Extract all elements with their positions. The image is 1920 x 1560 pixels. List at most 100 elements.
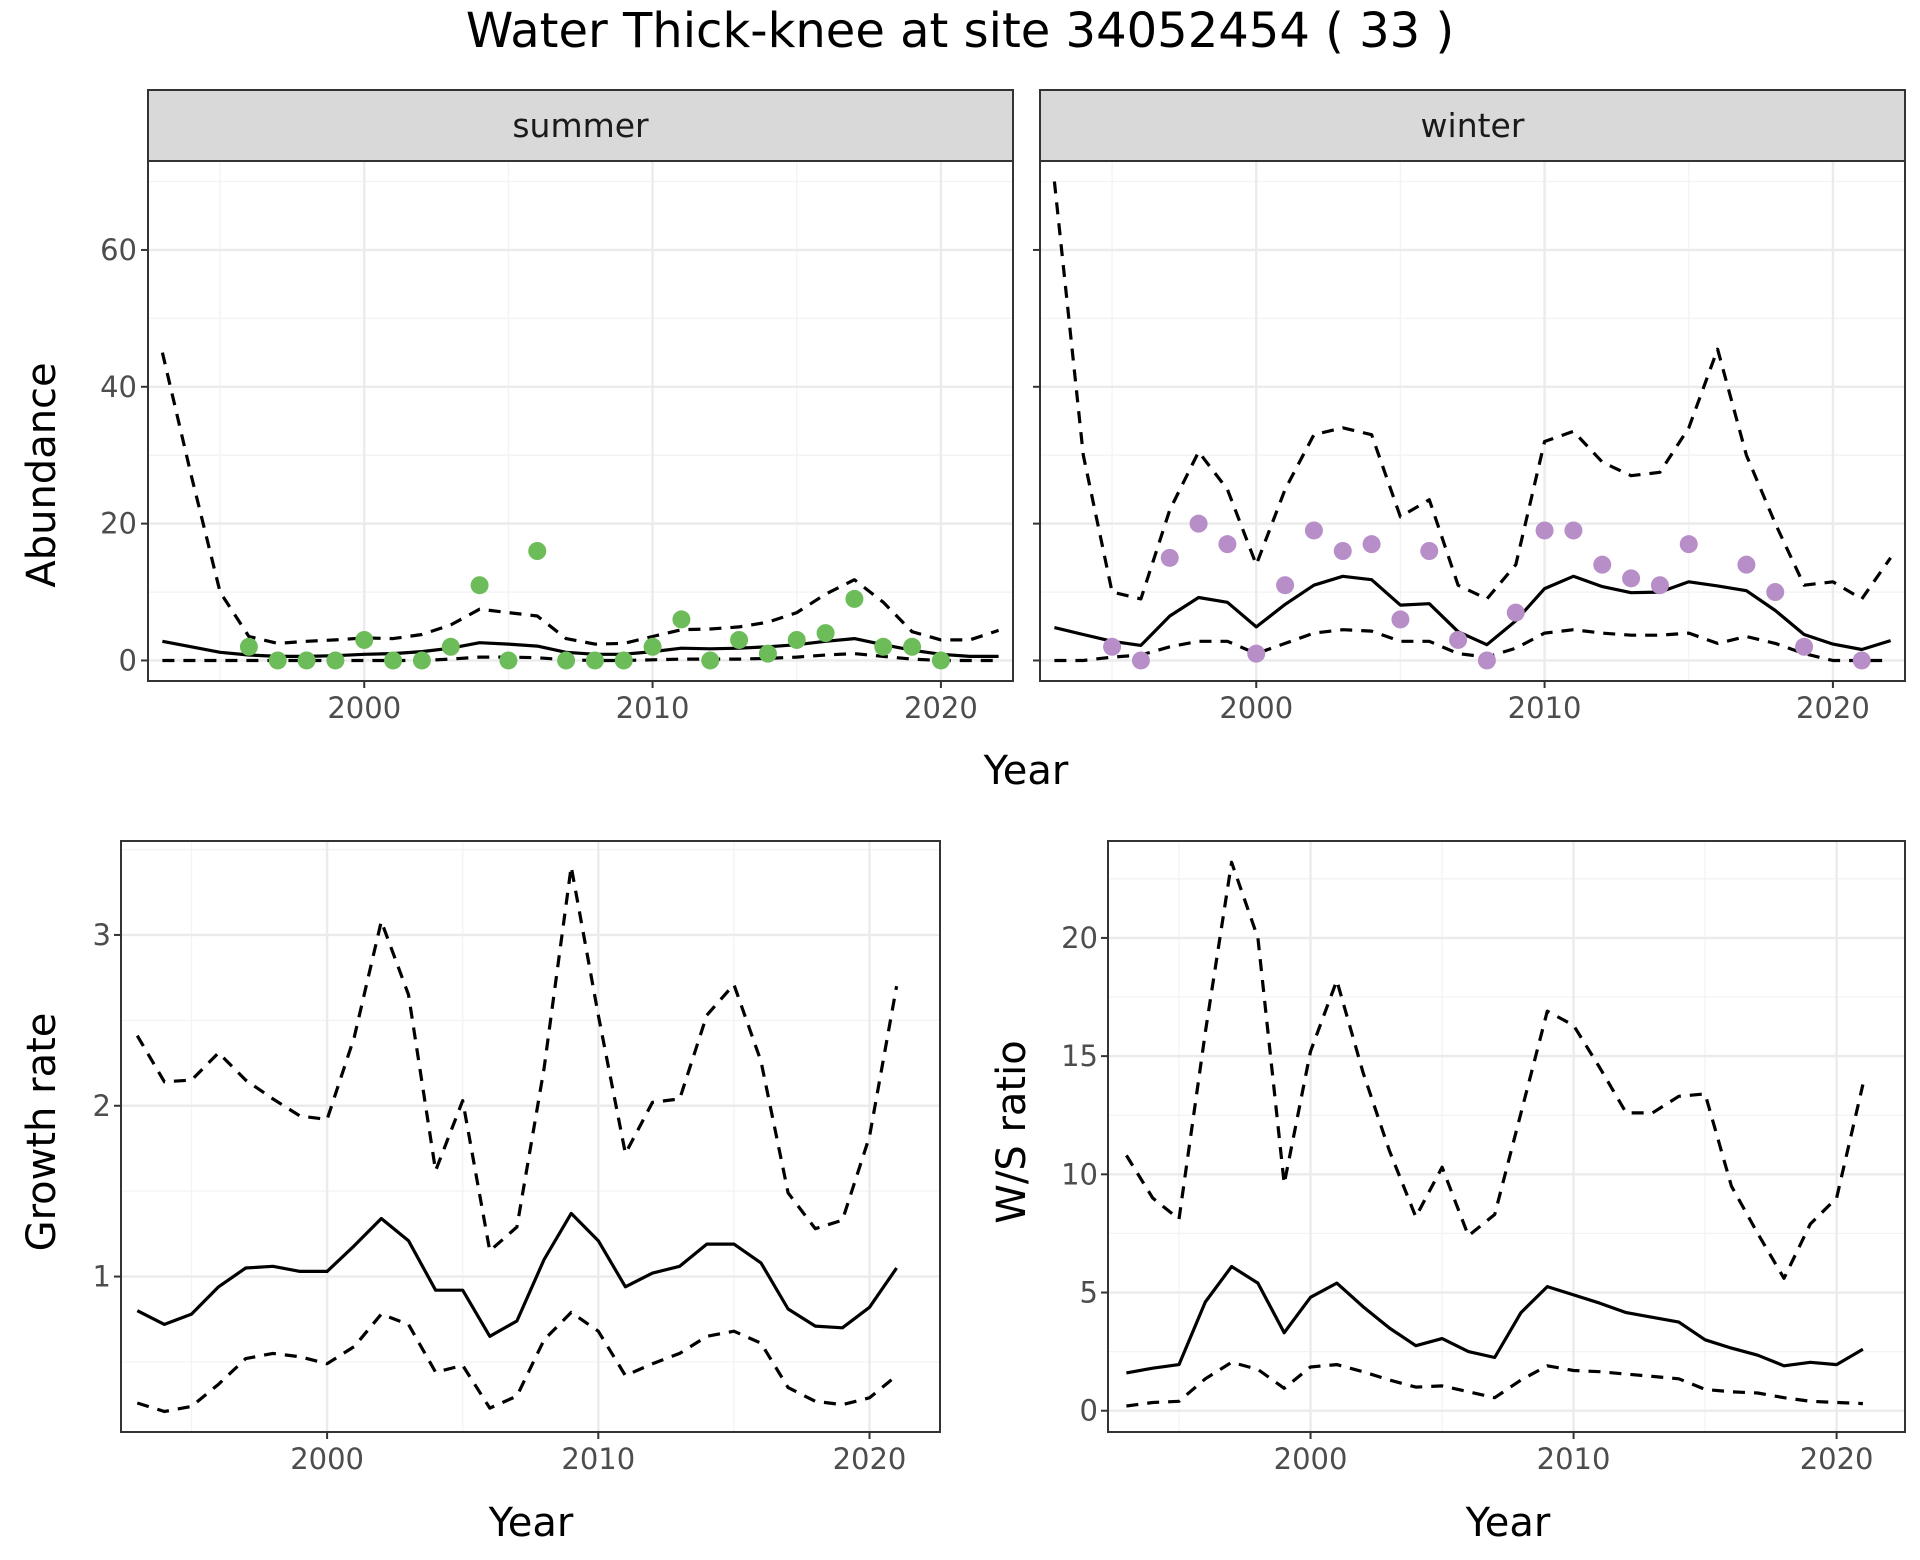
x-tick-label: 2010 [1537,1442,1611,1476]
observed-point [874,637,893,656]
observed-point [1103,637,1122,656]
strip-summer [147,89,1014,162]
estimate-line [1054,574,1892,652]
x-tick-label: 2000 [327,691,401,725]
x-tick-label: 2000 [1219,691,1293,725]
observed-point [585,651,604,670]
observed-point [499,651,518,670]
y-tick-label: 15 [1061,1039,1098,1073]
observed-point [1362,535,1381,554]
observed-point [1737,555,1756,574]
abundance-y-axis-title: Abundance [19,362,65,587]
strip-label-summer: summer [512,106,649,145]
y-tick-label: 0 [119,643,137,677]
y-tick-label: 3 [93,918,111,952]
upper-ci-line [1125,860,1865,1280]
strip-label-winter: winter [1421,106,1525,145]
y-tick-label: 60 [100,233,137,267]
observed-point [1506,603,1525,622]
plot-background [1108,841,1905,1432]
observed-point [557,651,576,670]
estimate-line [1126,1264,1864,1375]
observed-point [268,651,287,670]
x-tick-label: 2010 [616,691,690,725]
observed-point [903,637,922,656]
x-tick-label: 2020 [1796,691,1870,725]
x-tick-label: 2020 [833,1442,907,1476]
observed-point [845,589,864,608]
lower-ci-line [136,1310,898,1414]
observed-point [1276,576,1295,595]
y-tick-label: 1 [93,1260,111,1294]
observed-point [758,644,777,663]
lower-ci-line [1126,1360,1863,1408]
observed-point [1131,651,1150,670]
observed-point [787,630,806,649]
observed-point [1477,651,1496,670]
panel-growth-rate: 2000 2010 2020 1 2 3 [93,840,941,1476]
observed-point [1304,521,1323,540]
observed-point [355,630,374,649]
y-tick-label: 40 [100,370,137,404]
x-tick-label: 2000 [290,1442,364,1476]
ws-ratio-x-axis-title: Year [1465,1500,1551,1546]
observed-point [730,630,749,649]
observed-point [1391,610,1410,629]
observed-point [701,651,720,670]
y-tick-label: 0 [1080,1394,1098,1428]
observed-point [384,651,403,670]
observed-point [1593,555,1612,574]
observed-point [1247,644,1266,663]
observed-point [528,542,547,560]
observed-point [297,651,316,670]
observed-point [239,637,258,656]
x-tick-label: 2000 [1274,1442,1348,1476]
observed-point [1650,576,1669,595]
panel-border [120,840,941,1433]
panel-ws-ratio: 2000 2010 2020 0 5 10 15 20 [1061,840,1906,1476]
upper-ci-line [135,864,899,1253]
observed-point [1420,542,1439,560]
upper-ci-line [1052,181,1892,601]
plot-background [121,841,940,1432]
lower-ci-line [1054,628,1891,663]
plot-background [148,161,1013,681]
observed-point [441,637,460,656]
observed-point [1766,583,1785,602]
figure-title: Water Thick-knee at site 34052454 ( 33 ) [466,3,1454,59]
observed-point [931,651,950,670]
observed-point [672,610,691,629]
strip-winter [1039,89,1906,162]
panel-abundance-summer: summer 2000 2010 2020 0 20 40 60 [100,89,1014,725]
ws-ratio-y-axis-title: W/S ratio [989,1040,1035,1223]
observed-point [1564,521,1583,540]
lower-ci-line [162,651,999,663]
plot-area-growth-rate: 2000 2010 2020 1 2 3 [93,840,941,1476]
plot-area-winter: 2000 2010 2020 [1033,160,1906,725]
observed-point [1622,569,1641,588]
estimate-line [136,1211,898,1338]
plot-area-summer: 2000 2010 2020 0 20 40 60 [100,160,1014,725]
x-tick-label: 2020 [1800,1442,1874,1476]
plot-background [1040,161,1905,681]
observed-point [816,624,835,643]
growth-rate-x-axis-title: Year [488,1500,574,1546]
observed-point [412,651,431,670]
panel-border [1039,160,1906,682]
observed-point [326,651,345,670]
observed-point [1852,651,1871,670]
panel-abundance-winter: winter 2000 2010 2020 [1033,89,1906,725]
panel-border [147,160,1014,682]
observed-point [1535,521,1554,540]
panel-border [1107,840,1906,1433]
plot-area-ws-ratio: 2000 2010 2020 0 5 10 15 20 [1061,840,1906,1476]
y-tick-label: 5 [1080,1276,1098,1310]
x-tick-label: 2010 [1508,691,1582,725]
observed-point [1795,637,1814,656]
x-tick-label: 2020 [904,691,978,725]
y-tick-label: 20 [1061,921,1098,955]
observed-point [643,637,662,656]
observed-point [614,651,633,670]
observed-point [1679,535,1698,554]
observed-point [1218,535,1237,554]
